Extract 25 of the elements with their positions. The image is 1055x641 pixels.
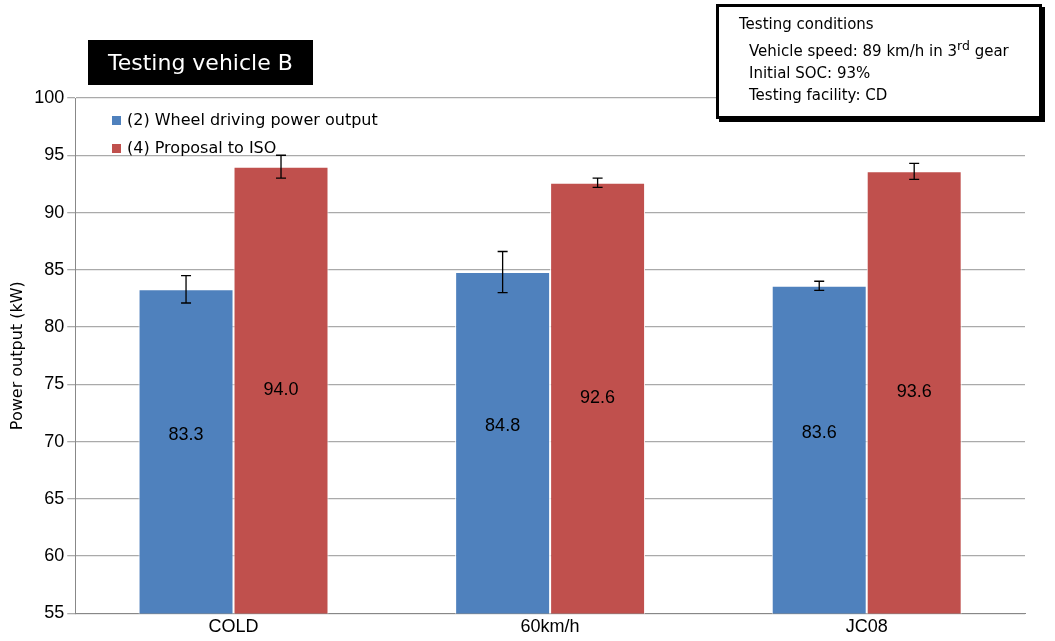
legend-label: (4) Proposal to ISO [126, 137, 278, 159]
data-label: 84.8 [485, 414, 521, 435]
x-tick-label: JC08 [845, 616, 888, 637]
data-label: 92.6 [580, 387, 616, 408]
annotation: Testing facility: CD [748, 85, 889, 106]
y-tick-label: 95 [44, 144, 65, 165]
y-tick-label: 55 [44, 602, 65, 623]
y-tick-label: 65 [44, 487, 65, 508]
x-tick-label: 60km/h [520, 616, 580, 637]
y-axis-title: Power output (kW) [6, 281, 26, 431]
y-tick-label: 70 [44, 430, 65, 451]
data-label: 83.3 [168, 424, 204, 445]
y-tick-label: 100 [34, 86, 65, 107]
notes-box: Testing conditions Vehicle speed: 89 km/h in 3$^{rd}$ gear Initial SOC: 93% Testing facility: CD [716, 4, 1042, 119]
x-tick-label: COLD [208, 616, 259, 637]
y-tick-label: 60 [44, 545, 65, 566]
y-tick-label: 90 [44, 201, 65, 222]
chart-title: Testing vehicle B [88, 40, 313, 85]
legend-label: (2) Wheel driving power output [126, 109, 378, 131]
y-tick-label: 85 [44, 258, 65, 279]
y-tick-label: 80 [44, 316, 65, 337]
y-tick-label: 75 [44, 373, 65, 394]
data-label: 93.6 [896, 381, 932, 402]
data-label: 83.6 [801, 422, 837, 443]
data-label: 94.0 [263, 379, 299, 400]
